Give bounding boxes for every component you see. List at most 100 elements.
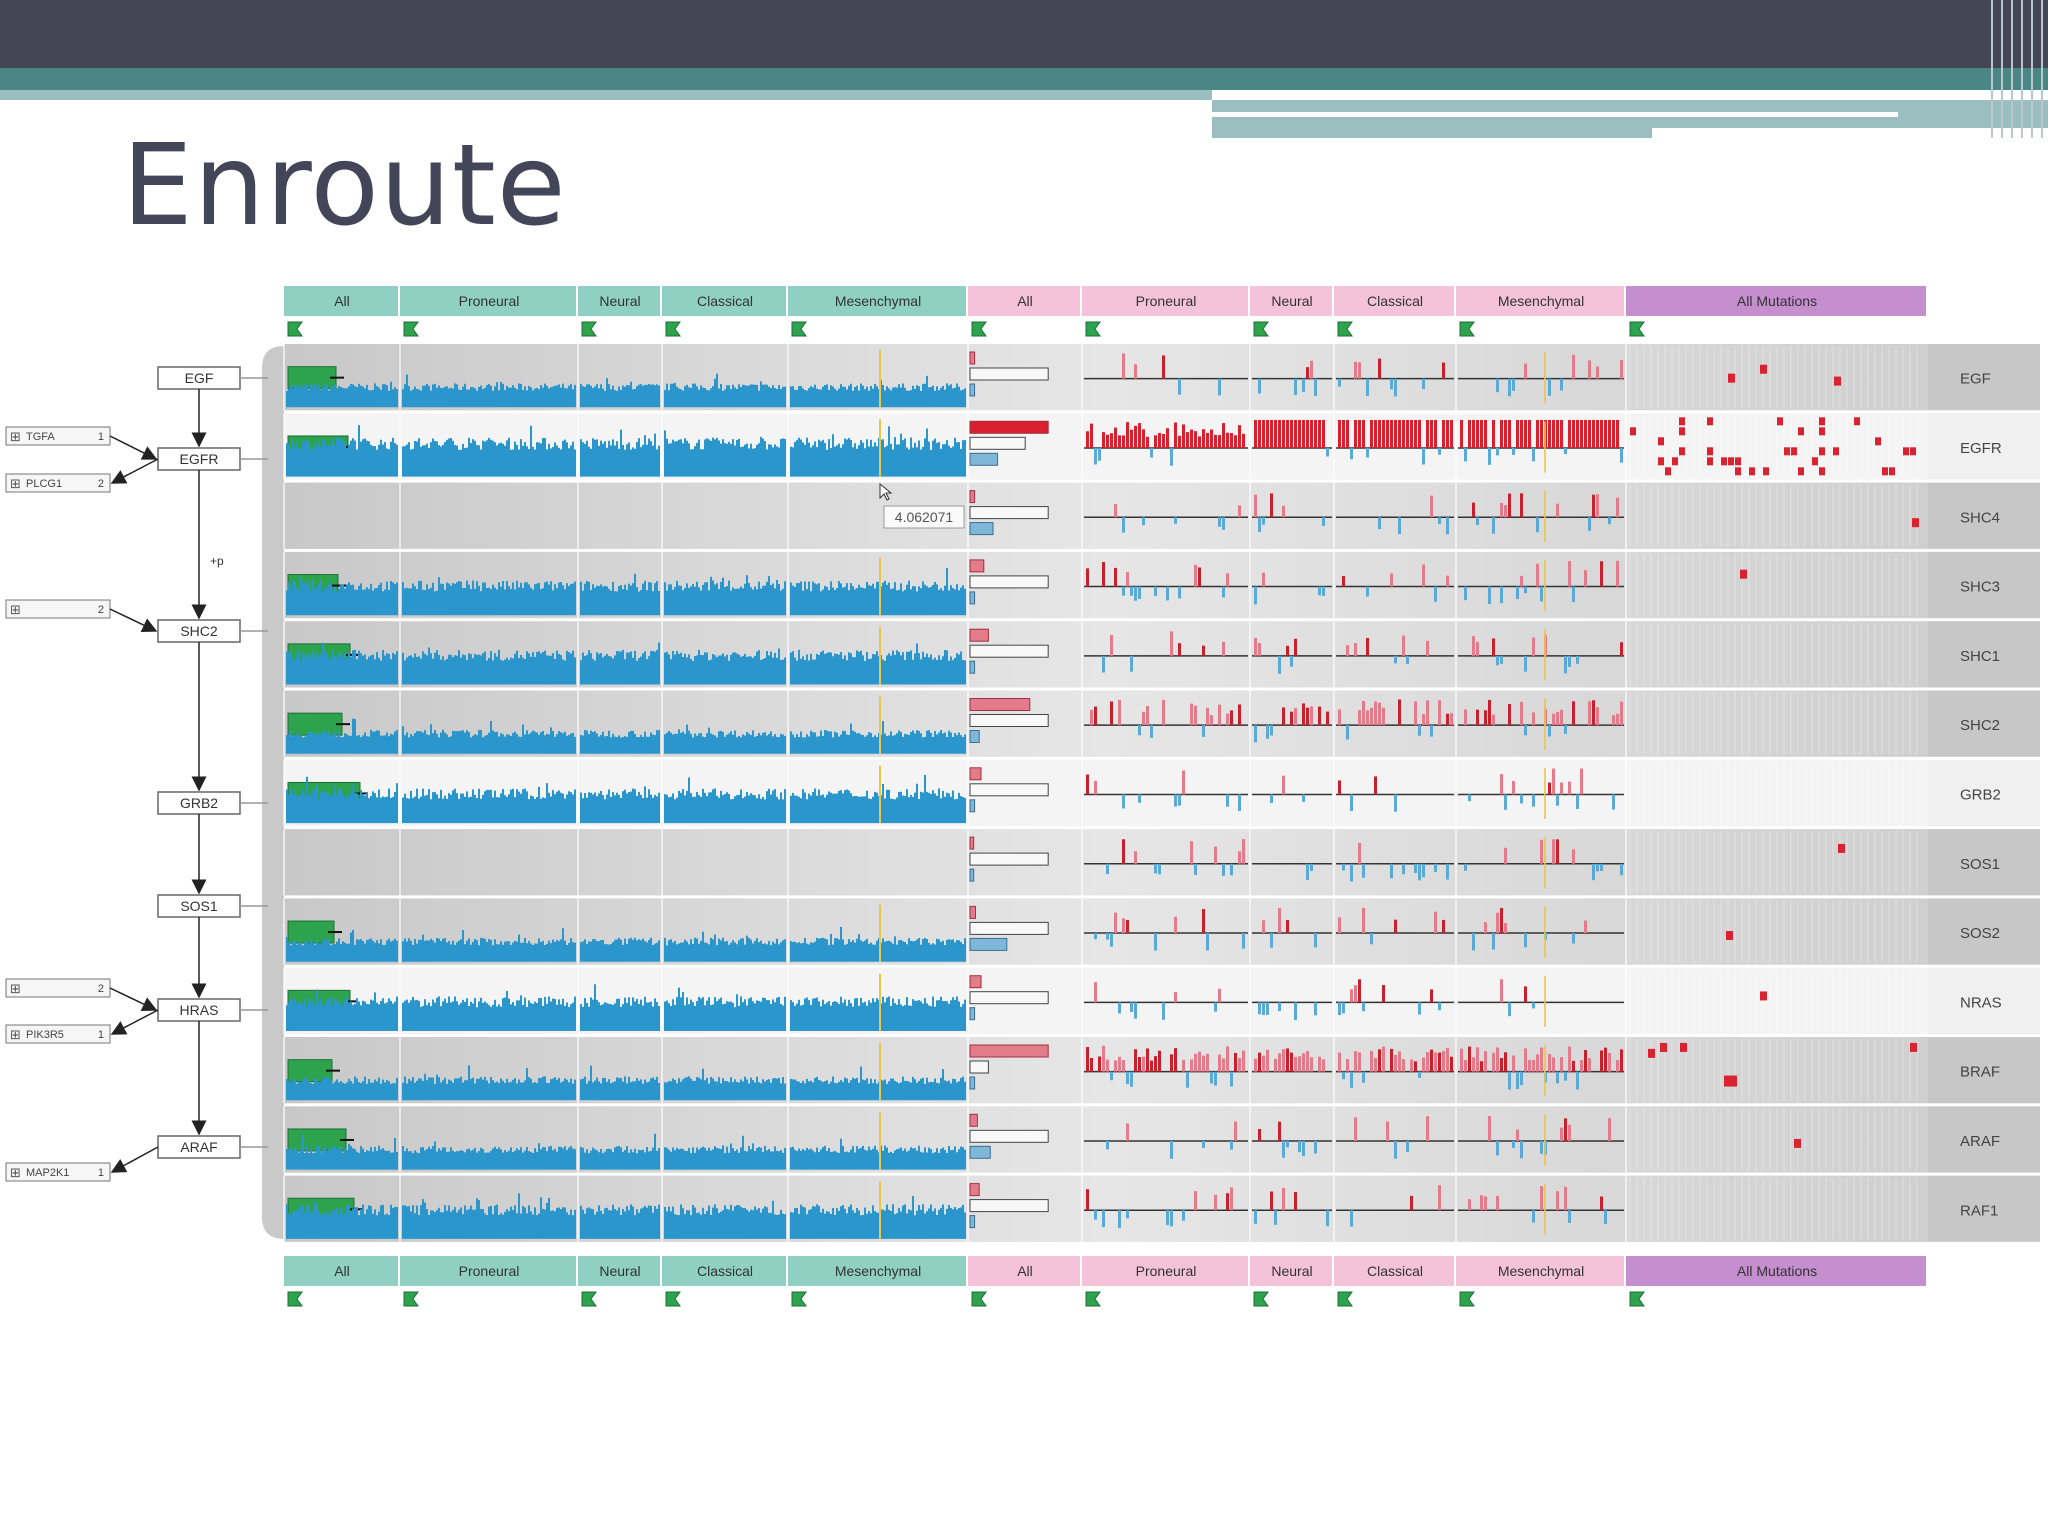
plus-square-icon[interactable]: ⊞	[10, 982, 21, 997]
mutation-cell[interactable]	[1679, 417, 1685, 426]
deletion-summary-bar[interactable]	[969, 730, 980, 743]
neutral-summary-bar[interactable]	[969, 1129, 1049, 1143]
side-node[interactable]	[5, 426, 111, 446]
mutation-cell[interactable]	[1735, 457, 1741, 466]
mutation-cell[interactable]	[1679, 427, 1685, 436]
amplification-summary-bar[interactable]	[969, 351, 976, 365]
deletion-summary-bar[interactable]	[969, 868, 975, 882]
green-flag-icon[interactable]	[791, 1291, 807, 1307]
deletion-summary-bar[interactable]	[969, 522, 994, 536]
mutation-cell[interactable]	[1910, 447, 1916, 456]
amplification-summary-bar[interactable]	[969, 975, 982, 989]
green-flag-icon[interactable]	[971, 321, 987, 337]
green-flag-icon[interactable]	[1085, 1291, 1101, 1307]
column-header-copy_number-0-bottom[interactable]	[968, 1256, 1080, 1286]
neutral-summary-bar[interactable]	[969, 852, 1049, 866]
neutral-summary-bar[interactable]	[969, 644, 1049, 658]
side-node[interactable]	[5, 473, 111, 493]
green-flag-icon[interactable]	[1085, 321, 1101, 337]
column-header-expression-0-bottom[interactable]	[284, 1256, 398, 1286]
column-header-expression-3-bottom[interactable]	[662, 1256, 786, 1286]
mutation-cell[interactable]	[1819, 447, 1825, 456]
mutation-cell[interactable]	[1658, 437, 1664, 446]
mutation-cell[interactable]	[1889, 467, 1895, 476]
neutral-summary-bar[interactable]	[969, 575, 1049, 589]
deletion-summary-bar[interactable]	[969, 1076, 976, 1090]
column-header-copy_number-2[interactable]	[1250, 286, 1332, 316]
mutation-cell[interactable]	[1672, 457, 1678, 466]
mutation-cell[interactable]	[1882, 467, 1888, 476]
column-header-copy_number-3[interactable]	[1334, 286, 1454, 316]
mutation-cell[interactable]	[1658, 457, 1664, 466]
green-flag-icon[interactable]	[287, 1291, 303, 1307]
side-node[interactable]	[5, 978, 111, 998]
mutation-cell[interactable]	[1910, 1042, 1917, 1052]
deletion-summary-bar[interactable]	[969, 591, 976, 605]
amplification-summary-bar[interactable]	[969, 420, 1049, 434]
mutation-cell[interactable]	[1735, 467, 1741, 476]
amplification-summary-bar[interactable]	[969, 836, 975, 850]
mutation-cell[interactable]	[1740, 569, 1747, 579]
plus-square-icon[interactable]: ⊞	[10, 1028, 21, 1043]
deletion-summary-bar[interactable]	[969, 1007, 976, 1021]
neutral-summary-bar[interactable]	[969, 436, 1026, 450]
column-header-copy_number-3-bottom[interactable]	[1334, 1256, 1454, 1286]
mutation-cell[interactable]	[1791, 447, 1797, 456]
column-header-copy_number-2-bottom[interactable]	[1250, 1256, 1332, 1286]
mutation-cell[interactable]	[1707, 417, 1713, 426]
mutation-cell[interactable]	[1707, 457, 1713, 466]
mutation-cell[interactable]	[1724, 1075, 1737, 1087]
mutation-cell[interactable]	[1819, 467, 1825, 476]
neutral-summary-bar[interactable]	[969, 991, 1049, 1005]
mutation-cell[interactable]	[1760, 364, 1767, 374]
green-flag-icon[interactable]	[287, 321, 303, 337]
mutation-cell[interactable]	[1726, 931, 1733, 941]
plus-square-icon[interactable]: ⊞	[10, 1166, 21, 1181]
mutation-cell[interactable]	[1798, 467, 1804, 476]
deletion-summary-bar[interactable]	[969, 937, 1008, 951]
green-flag-icon[interactable]	[581, 1291, 597, 1307]
neutral-summary-bar[interactable]	[969, 367, 1049, 381]
column-header-mutations-0-bottom[interactable]	[1626, 1256, 1926, 1286]
green-flag-icon[interactable]	[1337, 321, 1353, 337]
column-header-copy_number-4-bottom[interactable]	[1456, 1256, 1624, 1286]
deletion-summary-bar[interactable]	[969, 1145, 991, 1159]
mutation-cell[interactable]	[1777, 417, 1783, 426]
green-flag-icon[interactable]	[581, 321, 597, 337]
green-flag-icon[interactable]	[403, 321, 419, 337]
plus-square-icon[interactable]: ⊞	[10, 477, 21, 492]
column-header-expression-0[interactable]	[284, 286, 398, 316]
mutation-cell[interactable]	[1798, 427, 1804, 436]
mutation-cell[interactable]	[1707, 447, 1713, 456]
green-flag-icon[interactable]	[1337, 1291, 1353, 1307]
green-flag-icon[interactable]	[665, 1291, 681, 1307]
mutation-cell[interactable]	[1648, 1048, 1655, 1058]
mutation-cell[interactable]	[1854, 417, 1860, 426]
column-header-mutations-0[interactable]	[1626, 286, 1926, 316]
column-header-copy_number-4[interactable]	[1456, 286, 1624, 316]
amplification-summary-bar[interactable]	[969, 628, 989, 642]
amplification-summary-bar[interactable]	[969, 559, 985, 573]
mutation-cell[interactable]	[1728, 457, 1734, 466]
amplification-summary-bar[interactable]	[969, 905, 977, 919]
mutation-cell[interactable]	[1763, 467, 1769, 476]
mutation-cell[interactable]	[1912, 518, 1919, 528]
mutation-cell[interactable]	[1749, 467, 1755, 476]
mutation-cell[interactable]	[1794, 1138, 1801, 1148]
mutation-cell[interactable]	[1760, 991, 1767, 1001]
neutral-summary-bar[interactable]	[969, 506, 1049, 520]
mutation-cell[interactable]	[1630, 427, 1636, 436]
neutral-summary-bar[interactable]	[969, 1060, 989, 1074]
green-flag-icon[interactable]	[665, 321, 681, 337]
column-header-expression-4-bottom[interactable]	[788, 1256, 966, 1286]
deletion-summary-bar[interactable]	[969, 799, 976, 813]
amplification-summary-bar[interactable]	[969, 490, 976, 504]
green-flag-icon[interactable]	[1253, 1291, 1269, 1307]
side-node[interactable]	[5, 1162, 111, 1182]
amplification-summary-bar[interactable]	[969, 767, 982, 781]
mutation-cell[interactable]	[1680, 1042, 1687, 1052]
column-header-copy_number-0[interactable]	[968, 286, 1080, 316]
green-flag-icon[interactable]	[971, 1291, 987, 1307]
column-header-expression-2-bottom[interactable]	[578, 1256, 660, 1286]
amplification-summary-bar[interactable]	[969, 698, 1031, 711]
